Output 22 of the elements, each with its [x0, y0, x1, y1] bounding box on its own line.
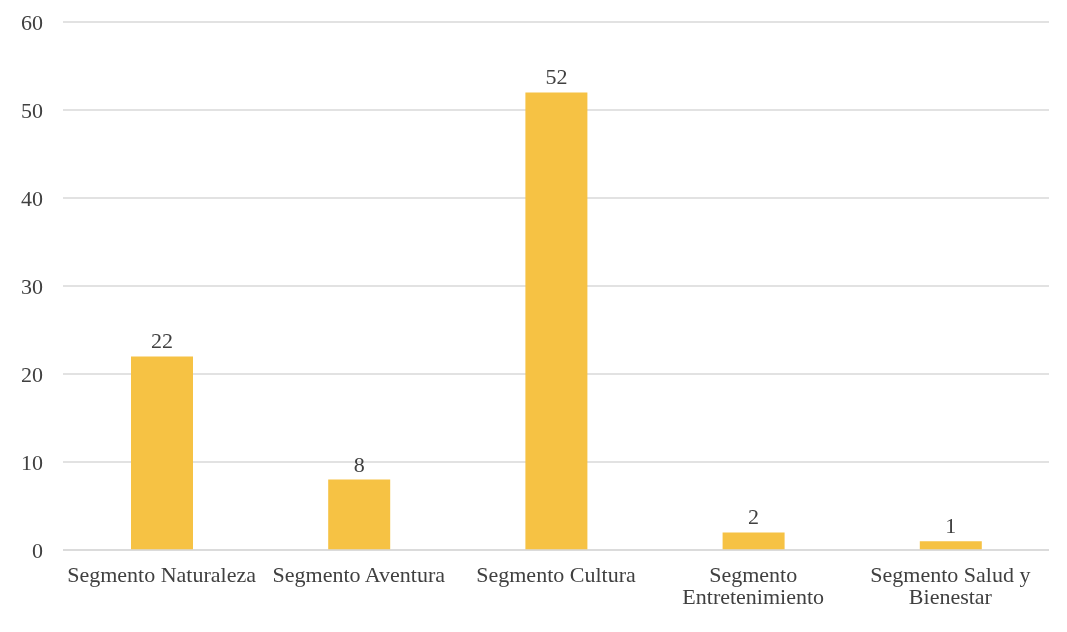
y-tick-label: 0 [32, 537, 43, 563]
bar [131, 356, 193, 550]
bar [525, 92, 588, 550]
y-tick-label: 20 [21, 361, 43, 387]
y-tick-label: 30 [21, 273, 43, 299]
y-tick-label: 50 [21, 97, 43, 123]
bar [328, 479, 391, 550]
bar [722, 532, 785, 550]
x-tick-label: Segmento Aventura [272, 561, 446, 587]
y-tick-label: 60 [21, 9, 43, 35]
data-label: 8 [353, 451, 365, 477]
x-tick-label: Segmento Entretenimiento [682, 561, 825, 609]
x-tick-label: Segmento Cultura [476, 561, 636, 587]
bar [919, 541, 982, 550]
y-tick-label: 40 [21, 185, 43, 211]
y-tick-label: 10 [21, 449, 43, 475]
x-tick-label: Segmento Naturaleza [67, 561, 257, 587]
data-label: 2 [748, 504, 760, 530]
x-tick-label: Segmento Salud y Bienestar [870, 561, 1031, 609]
data-label: 1 [945, 513, 957, 539]
data-label: 52 [545, 64, 568, 90]
data-label: 22 [151, 328, 173, 354]
